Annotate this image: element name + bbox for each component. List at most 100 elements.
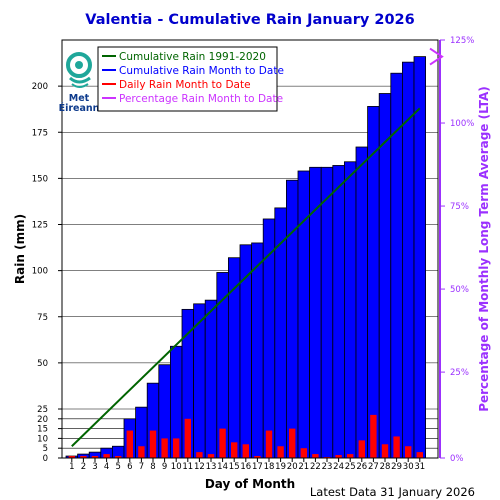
y-tick-label: 25: [37, 405, 48, 415]
lta-cumulative-line: [71, 107, 421, 447]
chart-title: Valentia - Cumulative Rain January 2026: [85, 12, 414, 28]
daily-bar-day-16: [242, 444, 249, 458]
x-tick-label: 11: [182, 462, 193, 472]
plot-frame: [61, 39, 439, 459]
y2-tick-label: 125%: [450, 36, 474, 46]
x-tick-label: 12: [194, 462, 205, 472]
x-tick-label: 19: [275, 462, 286, 472]
daily-bar-day-2: [80, 456, 87, 458]
y-tick-label: 75: [37, 313, 48, 323]
x-tick-label: 2: [81, 462, 86, 472]
daily-bar-day-9: [161, 438, 168, 458]
y-tick-label: 200: [32, 82, 48, 92]
daily-bar-day-17: [254, 456, 261, 458]
y-tick-label: 125: [32, 221, 48, 231]
x-tick-label: 18: [264, 462, 275, 472]
y-tick-label: 150: [32, 174, 48, 184]
y-tick-label: 10: [37, 434, 48, 444]
x-tick-label: 10: [171, 462, 182, 472]
x-tick-label: 25: [345, 462, 356, 472]
daily-bar-day-5: [115, 456, 122, 458]
x-tick-label: 29: [391, 462, 402, 472]
legend: Cumulative Rain 1991-2020 Cumulative Rain…: [97, 46, 284, 112]
x-tick-label: 13: [206, 462, 217, 472]
daily-bar-day-24: [335, 455, 342, 458]
daily-bar-day-8: [149, 430, 157, 458]
x-tick-label: 27: [368, 462, 379, 472]
daily-bar-day-11: [184, 418, 191, 458]
x-tick-label: 23: [322, 462, 333, 472]
percentage-arrow: [429, 47, 444, 66]
legend-box: [97, 46, 278, 112]
x-tick-label: 31: [414, 462, 425, 472]
x-axis-ticks: 1 2 3 4 5 6 7 8 9 10 11 12 13 14 15 16 17 18 19 20 21 22 23 24 2…: [69, 458, 425, 472]
daily-bar-day-1: [68, 456, 75, 458]
cumulative-bar-day-13: [204, 299, 218, 459]
daily-bar-day-4: [103, 454, 110, 458]
x-tick-label: 30: [403, 462, 414, 472]
cumulative-bar-day-20: [285, 179, 299, 459]
y2-tick-label: 75%: [450, 202, 469, 212]
daily-bar-day-13: [207, 454, 215, 458]
y-tick-label: 50: [37, 359, 48, 369]
y-axis-label: Rain (mm): [13, 214, 27, 284]
daily-bar-day-25: [347, 454, 354, 458]
right-axis-ticks: 0% 25% 50% 75% 100% 125%: [440, 36, 474, 464]
x-tick-label: 24: [333, 462, 344, 472]
daily-bar-day-30: [405, 446, 412, 458]
met-eireann-swirl-icon: [66, 52, 92, 88]
y-tick-label: 100: [32, 267, 48, 277]
met-eireann-logo: Met Éireann: [59, 52, 100, 114]
lta-line-group: [71, 107, 421, 447]
cumulative-bar-day-24: [332, 165, 345, 459]
x-tick-label: 7: [139, 462, 144, 472]
daily-bar-day-3: [91, 456, 99, 458]
daily-bar-day-12: [196, 452, 203, 458]
cumulative-bar-day-31: [413, 56, 427, 459]
latest-data-footer: Latest Data 31 January 2026: [310, 485, 475, 499]
x-tick-label: 17: [252, 462, 263, 472]
daily-bar-day-31: [416, 452, 423, 458]
cumulative-bar-day-17: [251, 242, 264, 459]
x-tick-label: 20: [287, 462, 298, 472]
x-tick-label: 14: [217, 462, 228, 472]
y-tick-label: 15: [37, 425, 48, 435]
x-tick-label: 3: [92, 462, 97, 472]
y-tick-label: 20: [37, 415, 48, 425]
daily-bar-day-28: [381, 444, 389, 458]
daily-bar-day-6: [126, 430, 133, 458]
daily-bar-day-15: [231, 442, 238, 458]
x-tick-label: 6: [127, 462, 132, 472]
daily-bar-day-29: [393, 436, 400, 458]
cumulative-bar-day-21: [297, 170, 311, 459]
x-tick-label: 28: [380, 462, 391, 472]
legend-label: Cumulative Rain Month to Date: [119, 65, 284, 77]
cumulative-bar-day-27: [367, 106, 380, 459]
cumulative-bar-day-19: [274, 207, 287, 459]
x-tick-label: 26: [356, 462, 367, 472]
daily-bar-day-27: [370, 414, 377, 458]
cumulative-bar-day-26: [355, 146, 369, 459]
percentage-arrow-group: [429, 47, 444, 66]
x-tick-label: 5: [115, 462, 120, 472]
logo-text-met: Met: [69, 93, 90, 104]
x-tick-label: 16: [240, 462, 251, 472]
y-tick-label: 175: [32, 128, 48, 138]
cumulative-bar-day-30: [401, 61, 415, 459]
daily-bar-day-19: [277, 446, 284, 458]
y2-tick-label: 0%: [450, 454, 464, 464]
x-tick-label: 9: [162, 462, 167, 472]
y-tick-label: 5: [43, 444, 48, 454]
x-tick-label: 1: [69, 462, 74, 472]
x-tick-label: 8: [150, 462, 155, 472]
cumulative-bar-day-23: [320, 166, 334, 459]
daily-bar-day-10: [173, 438, 180, 458]
y2-tick-label: 25%: [450, 368, 469, 378]
legend-label: Cumulative Rain 1991-2020: [119, 51, 266, 63]
cumulative-bar-day-28: [378, 93, 392, 459]
legend-label: Daily Rain Month to Date: [119, 79, 251, 91]
y2-tick-label: 100%: [450, 119, 474, 129]
daily-bar-day-18: [265, 430, 273, 458]
